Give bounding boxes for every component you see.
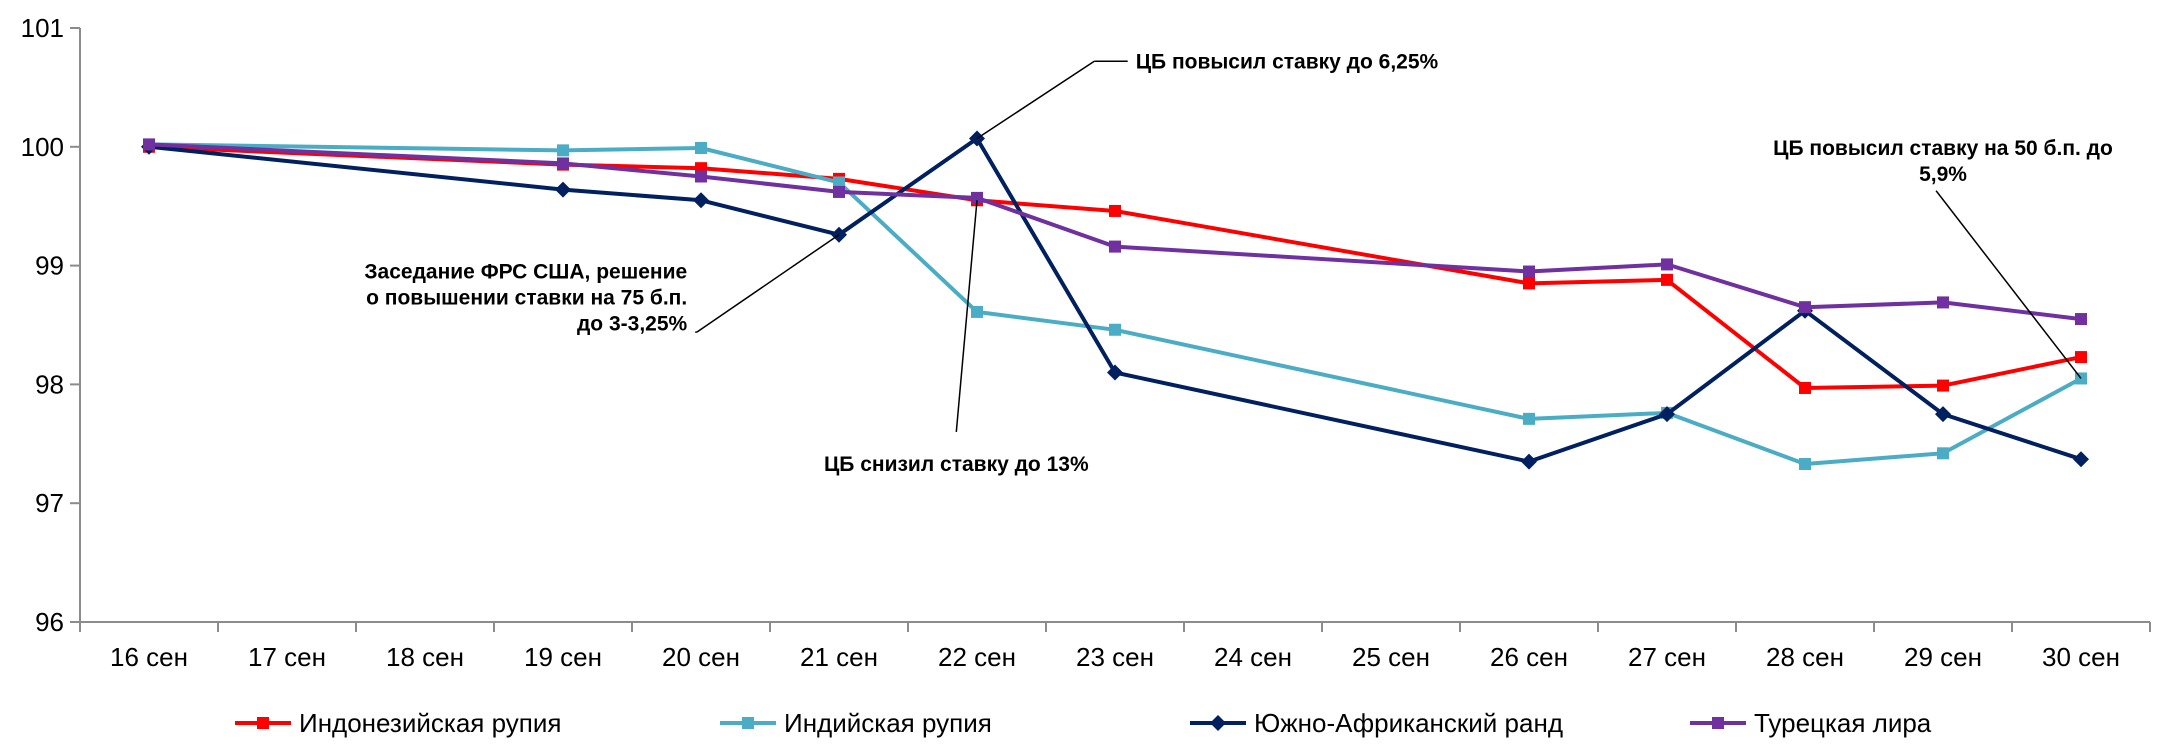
legend-item-индонезийская-рупия: Индонезийская рупия bbox=[235, 708, 561, 738]
x-tick-label: 24 сен bbox=[1214, 642, 1292, 672]
annotation: ЦБ снизил ставку до 13% bbox=[824, 200, 1089, 476]
data-point bbox=[971, 305, 983, 318]
data-point bbox=[557, 144, 569, 157]
y-tick-label: 100 bbox=[21, 132, 64, 162]
y-tick-label: 97 bbox=[35, 488, 64, 518]
legend-label: Южно-Африканский ранд bbox=[1254, 708, 1563, 738]
data-point bbox=[555, 181, 571, 198]
legend-swatch-marker bbox=[1712, 717, 1724, 729]
legend-label: Индонезийская рупия bbox=[299, 708, 561, 738]
x-tick-label: 18 сен bbox=[386, 642, 464, 672]
data-point bbox=[2075, 313, 2087, 326]
data-point bbox=[1659, 406, 1675, 423]
annotation: Заседание ФРС США, решение о повышении ст… bbox=[364, 234, 840, 336]
legend-item-турецкая-лира: Турецкая лира bbox=[1690, 708, 1932, 738]
x-tick-label: 20 сен bbox=[662, 642, 740, 672]
data-point bbox=[143, 138, 155, 151]
annotation-text: ЦБ повысил ставку до 6,25% bbox=[1136, 50, 1439, 73]
y-tick-label: 96 bbox=[35, 607, 64, 637]
x-tick-label: 25 сен bbox=[1352, 642, 1430, 672]
y-tick-label: 99 bbox=[35, 251, 64, 281]
data-point bbox=[1799, 457, 1811, 470]
data-point bbox=[1109, 204, 1121, 217]
data-point bbox=[1661, 273, 1673, 286]
data-point bbox=[1935, 406, 1951, 423]
x-tick-label: 16 сен bbox=[110, 642, 188, 672]
annotation-leader-line bbox=[976, 60, 1095, 140]
legend-swatch-marker bbox=[742, 717, 754, 729]
data-point bbox=[971, 191, 983, 204]
x-tick-label: 29 сен bbox=[1904, 642, 1982, 672]
y-tick-label: 98 bbox=[35, 369, 64, 399]
data-point bbox=[833, 176, 845, 189]
legend-swatch-marker bbox=[1210, 715, 1226, 731]
annotation-text: 5,9% bbox=[1919, 163, 1967, 186]
annotation-text: ЦБ повысил ставку на 50 б.п. до bbox=[1773, 137, 2113, 160]
x-tick-label: 21 сен bbox=[800, 642, 878, 672]
x-tick-label: 30 сен bbox=[2042, 642, 2120, 672]
legend-item-индийская-рупия: Индийская рупия bbox=[720, 708, 992, 738]
data-point bbox=[1523, 277, 1535, 290]
data-point bbox=[1937, 447, 1949, 460]
x-tick-label: 26 сен bbox=[1490, 642, 1568, 672]
annotations: ЦБ повысил ставку до 6,25% Заседание ФРС … bbox=[364, 50, 2112, 476]
axes: 96 97 98 99 100 101 16 сен 17 сен 18 сен 19 сен 20… bbox=[21, 13, 2151, 672]
annotation-text: ЦБ снизил ставку до 13% bbox=[824, 453, 1089, 476]
data-point bbox=[1109, 323, 1121, 336]
annotation: ЦБ повысил ставку на 50 б.п. до 5,9% bbox=[1773, 137, 2113, 379]
annotation-leader-line bbox=[1935, 190, 2082, 379]
annotation-leader-line bbox=[696, 234, 840, 333]
data-point bbox=[1937, 296, 1949, 309]
annotation-text: Заседание ФРС США, решение bbox=[364, 261, 687, 284]
legend-label: Индийская рупия bbox=[784, 708, 992, 738]
annotation: ЦБ повысил ставку до 6,25% bbox=[976, 50, 1439, 140]
x-tick-label: 28 сен bbox=[1766, 642, 1844, 672]
legend-swatch-marker bbox=[257, 717, 269, 729]
data-point bbox=[1799, 301, 1811, 314]
legend: Индонезийская рупия Индийская рупия Южно-А… bbox=[235, 708, 1932, 738]
y-tick-label: 101 bbox=[21, 13, 64, 43]
x-tick-label: 19 сен bbox=[524, 642, 602, 672]
data-point bbox=[833, 185, 845, 198]
data-point bbox=[557, 157, 569, 170]
annotation-leader-line bbox=[955, 200, 978, 432]
data-point bbox=[1521, 453, 1537, 470]
data-point bbox=[693, 192, 709, 209]
data-point bbox=[1523, 412, 1535, 425]
data-point bbox=[2073, 451, 2089, 468]
annotation-text: о повышении ставки на 75 б.п. bbox=[366, 287, 687, 310]
data-point bbox=[695, 141, 707, 154]
annotation-text: до 3-3,25% bbox=[577, 313, 688, 336]
x-tick-label: 22 сен bbox=[938, 642, 1016, 672]
x-tick-label: 23 сен bbox=[1076, 642, 1154, 672]
legend-label: Турецкая лира bbox=[1754, 708, 1932, 738]
data-point bbox=[1799, 381, 1811, 394]
legend-item-южно-африканский-ранд: Южно-Африканский ранд bbox=[1190, 708, 1563, 738]
data-point bbox=[1107, 364, 1123, 381]
data-point bbox=[2075, 351, 2087, 364]
data-point bbox=[1523, 265, 1535, 278]
data-point bbox=[695, 170, 707, 183]
data-point bbox=[1109, 240, 1121, 253]
data-point bbox=[1661, 258, 1673, 271]
x-tick-label: 17 сен bbox=[248, 642, 326, 672]
x-tick-label: 27 сен bbox=[1628, 642, 1706, 672]
series-lines bbox=[141, 130, 2089, 470]
series-турецкая-лира bbox=[143, 138, 2087, 326]
data-point bbox=[1937, 379, 1949, 392]
